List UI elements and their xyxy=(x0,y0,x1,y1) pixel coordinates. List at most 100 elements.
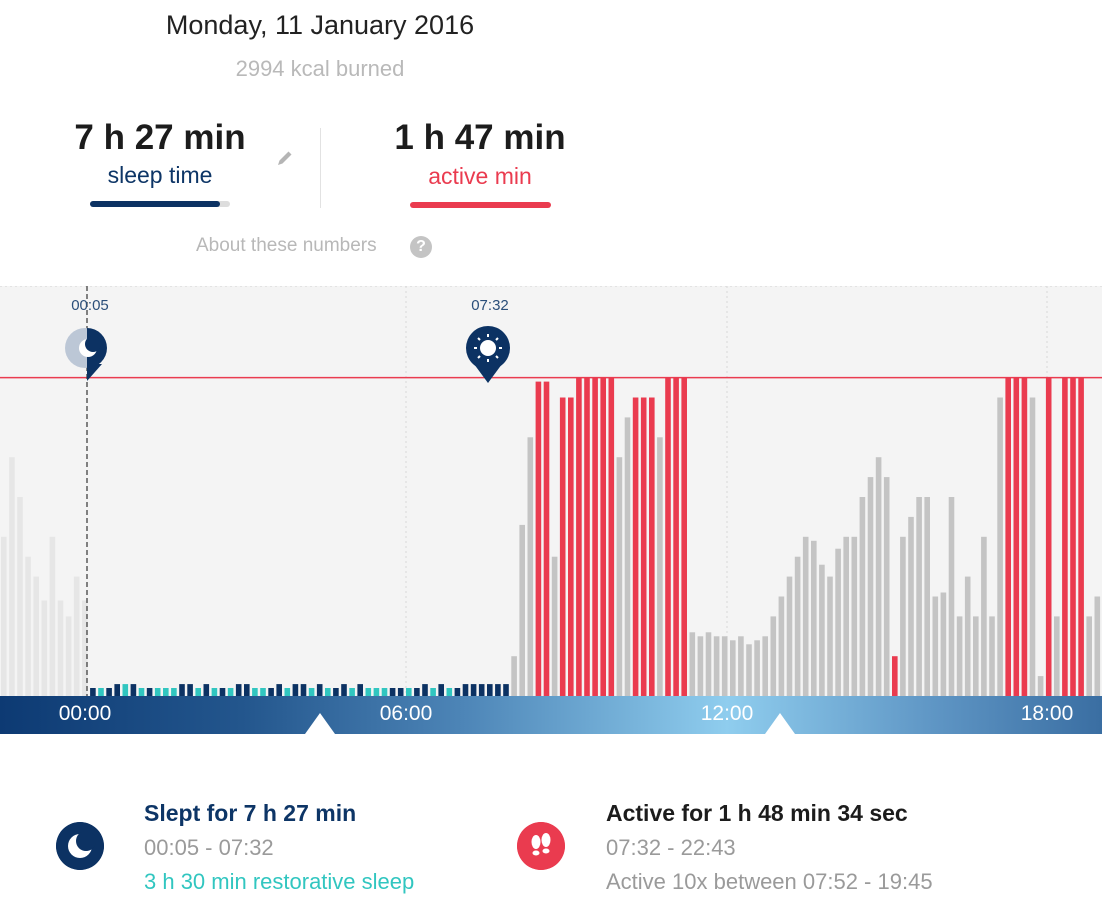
active-bar xyxy=(608,377,615,696)
activity-bar xyxy=(1054,616,1060,696)
active-bar xyxy=(600,377,606,696)
active-bar xyxy=(592,377,598,696)
pre-sleep-bar xyxy=(82,600,88,696)
activity-bar xyxy=(1037,676,1044,696)
moon-icon xyxy=(56,822,104,870)
active-bar xyxy=(1005,377,1011,696)
time-axis-bar[interactable]: 00:00 06:00 12:00 18:00 xyxy=(0,696,1102,734)
activity-bar xyxy=(859,497,866,696)
activity-bar xyxy=(875,457,882,696)
footsteps-icon xyxy=(517,822,565,870)
activity-bar xyxy=(964,576,971,696)
sun-icon[interactable] xyxy=(466,326,510,383)
active-bar xyxy=(1070,377,1076,696)
active-bar xyxy=(649,397,655,696)
activity-bar xyxy=(730,640,736,696)
activity-bar xyxy=(940,592,947,696)
axis-label-0000: 00:00 xyxy=(58,702,112,725)
active-bar xyxy=(1021,377,1028,696)
sleep-bar xyxy=(211,688,218,696)
sleep-bar xyxy=(414,688,420,696)
activity-bar xyxy=(754,640,760,696)
activity-bar xyxy=(981,536,987,696)
sleep-bar xyxy=(276,684,282,696)
activity-bar xyxy=(746,644,752,696)
active-bar xyxy=(1078,377,1084,696)
sleep-bar xyxy=(446,688,453,696)
active-min-value[interactable]: 1 h 47 min xyxy=(394,118,566,157)
sleep-bar xyxy=(357,684,363,696)
sleep-bar xyxy=(365,688,372,696)
moon-icon[interactable] xyxy=(65,328,107,381)
axis-label-1800: 18:00 xyxy=(1020,702,1074,725)
sleep-bar xyxy=(454,688,461,696)
active-bar xyxy=(892,656,898,696)
range-handle-right[interactable] xyxy=(765,713,795,734)
activity-bar xyxy=(819,564,825,696)
sleep-bar xyxy=(252,688,258,696)
sleep-start-time: 00:05 xyxy=(71,297,109,314)
sleep-bar xyxy=(138,688,145,696)
sleep-bar xyxy=(478,684,485,696)
range-handle-left[interactable] xyxy=(305,713,335,734)
activity-bar xyxy=(616,457,623,696)
about-numbers-link[interactable]: About these numbers xyxy=(196,235,377,256)
sleep-bar xyxy=(422,684,428,696)
pre-sleep-bar xyxy=(17,497,23,696)
sleep-bar xyxy=(106,688,112,696)
sleep-bar xyxy=(114,684,120,696)
pre-sleep-bar xyxy=(9,457,15,696)
active-progress-bar xyxy=(410,202,551,208)
activity-bar xyxy=(794,556,801,696)
sleep-bar xyxy=(268,688,274,696)
pencil-icon[interactable] xyxy=(275,148,295,168)
sleep-bar xyxy=(195,688,201,696)
activity-bar xyxy=(738,636,744,696)
pre-sleep-bar xyxy=(57,600,64,696)
sleep-bar xyxy=(462,684,469,696)
active-min-label: active min xyxy=(428,163,532,189)
sleep-summary-range: 00:05 - 07:32 xyxy=(144,835,274,860)
activity-bar xyxy=(551,556,558,696)
activity-bar xyxy=(916,497,922,696)
pre-sleep-bar xyxy=(33,576,39,696)
date-title: Monday, 11 January 2016 xyxy=(165,10,475,40)
active-summary-between: Active 10x between 07:52 - 19:45 xyxy=(606,869,933,894)
sleep-bar xyxy=(406,688,412,696)
wake-time: 07:32 xyxy=(471,297,509,314)
sleep-bar xyxy=(333,688,339,696)
activity-bar xyxy=(932,596,939,696)
activity-bar xyxy=(624,417,631,696)
sleep-bar xyxy=(146,688,153,696)
activity-bar xyxy=(697,636,704,696)
active-bar xyxy=(1062,377,1068,696)
pre-sleep-bar xyxy=(49,536,56,696)
sleep-bar xyxy=(438,684,444,696)
sleep-bar xyxy=(284,688,291,696)
pre-sleep-bar xyxy=(65,616,72,696)
sleep-time-value[interactable]: 7 h 27 min xyxy=(74,118,246,157)
axis-label-1200: 12:00 xyxy=(700,702,754,725)
activity-bar xyxy=(1029,397,1036,696)
sleep-bar xyxy=(154,688,161,696)
sleep-bar xyxy=(98,688,104,696)
active-summary-title[interactable]: Active for 1 h 48 min 34 sec xyxy=(606,800,908,826)
sleep-bar xyxy=(300,684,307,696)
sleep-bar xyxy=(373,688,380,696)
active-bar xyxy=(535,381,542,696)
sleep-bar xyxy=(430,688,436,696)
sleep-progress-fill xyxy=(90,201,221,207)
activity-bar xyxy=(835,548,841,696)
active-bar xyxy=(632,397,639,696)
help-icon[interactable]: ? xyxy=(410,236,432,258)
pre-sleep-bar xyxy=(41,600,48,696)
activity-bar xyxy=(519,524,525,696)
axis-label-0600: 06:00 xyxy=(379,702,433,725)
sleep-bar xyxy=(219,688,226,696)
sleep-summary-title[interactable]: Slept for 7 h 27 min xyxy=(144,800,357,826)
active-bar xyxy=(543,381,550,696)
activity-bar xyxy=(786,576,793,696)
sleep-bar xyxy=(203,684,210,696)
active-summary-range: 07:32 - 22:43 xyxy=(606,835,736,860)
activity-bar xyxy=(762,636,768,696)
